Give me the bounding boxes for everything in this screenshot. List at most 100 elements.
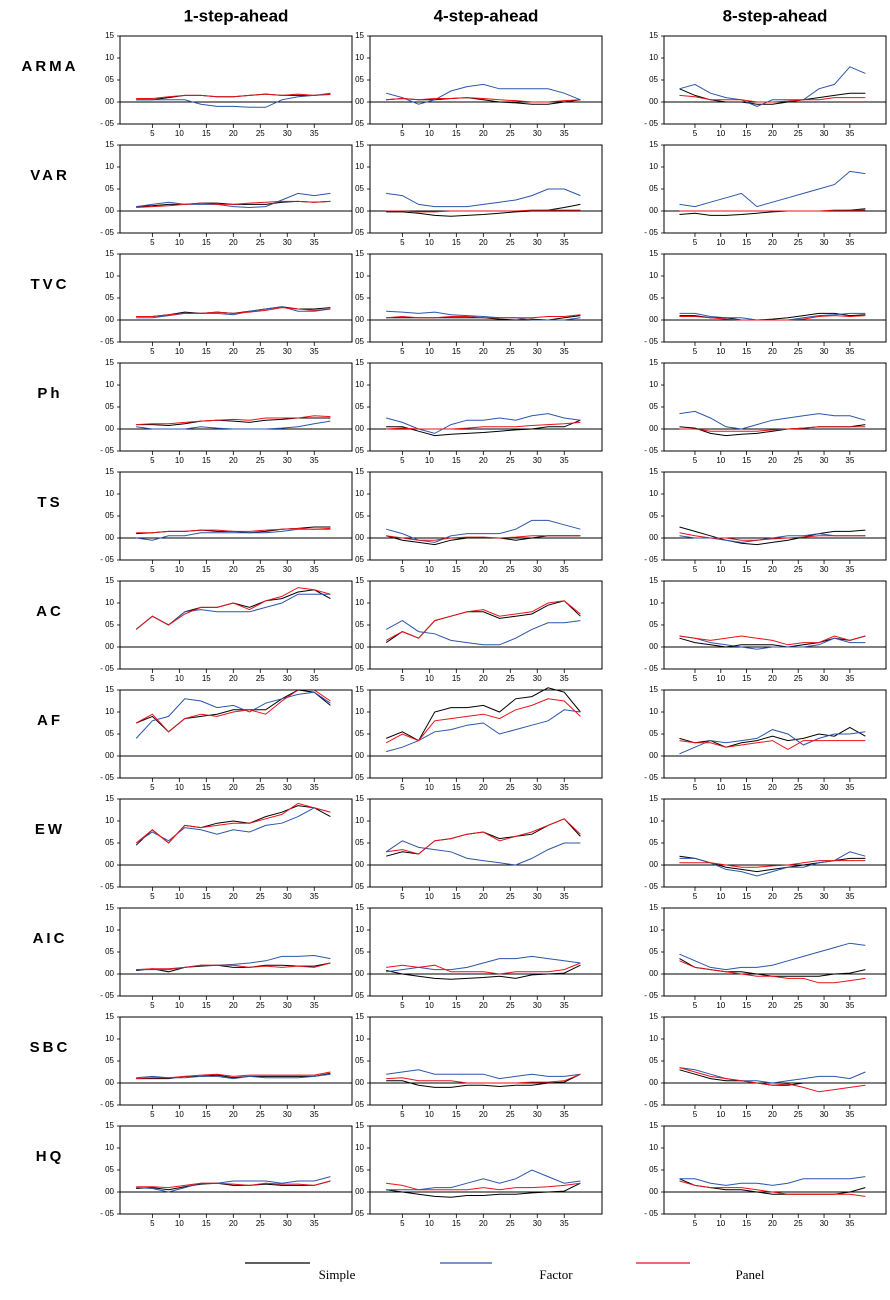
x-tick-label: 5 <box>150 129 155 138</box>
x-tick-label: 10 <box>425 347 434 356</box>
y-tick-label: - 05 <box>350 773 364 782</box>
x-tick-label: 10 <box>716 892 725 901</box>
panel: 15 10 05 00 - 05 5 10 15 20 25 30 35 <box>350 794 603 901</box>
series-line <box>136 415 331 426</box>
series-line <box>679 532 866 541</box>
y-tick-label: 05 <box>649 729 658 738</box>
y-tick-label: - 05 <box>100 555 114 564</box>
x-tick-label: 30 <box>533 565 542 574</box>
panel-frame <box>663 253 887 343</box>
series-line <box>679 942 866 971</box>
x-tick-label: 25 <box>256 347 265 356</box>
series-line <box>679 1067 866 1093</box>
y-tick-label: 05 <box>105 511 114 520</box>
x-tick-label: 30 <box>820 783 829 792</box>
x-tick-label: 20 <box>229 347 238 356</box>
series-line <box>386 1073 581 1084</box>
x-tick-label: 25 <box>506 347 515 356</box>
x-tick-label: 10 <box>716 783 725 792</box>
x-tick-label: 10 <box>425 1001 434 1010</box>
x-tick-label: 30 <box>283 1001 292 1010</box>
panel-frame <box>369 471 603 561</box>
x-tick-label: 25 <box>256 892 265 901</box>
series-line <box>679 315 866 321</box>
series-line <box>386 310 581 321</box>
series-line <box>386 519 581 543</box>
y-tick-label: 05 <box>649 1056 658 1065</box>
x-tick-label: 20 <box>768 238 777 247</box>
x-tick-label: 30 <box>533 347 542 356</box>
x-tick-label: 35 <box>845 129 854 138</box>
y-tick-label: 00 <box>355 315 364 324</box>
y-tick-label: - 05 <box>644 337 658 346</box>
y-tick-label: 15 <box>649 1012 658 1021</box>
series-line <box>679 960 866 984</box>
x-tick-label: 35 <box>560 783 569 792</box>
y-tick-label: 00 <box>105 969 114 978</box>
y-tick-label: 15 <box>355 576 364 585</box>
series-line <box>136 93 331 99</box>
panel-frame <box>119 580 353 670</box>
y-tick-label: 05 <box>355 838 364 847</box>
x-tick-label: 30 <box>533 783 542 792</box>
x-tick-label: 5 <box>400 347 405 356</box>
x-tick-label: 5 <box>400 892 405 901</box>
x-tick-label: 25 <box>794 1219 803 1228</box>
y-tick-label: 00 <box>649 860 658 869</box>
x-tick-label: 10 <box>716 1110 725 1119</box>
x-tick-label: 15 <box>742 238 751 247</box>
x-tick-label: 35 <box>560 456 569 465</box>
panel-frame <box>369 689 603 779</box>
series-line <box>135 802 331 844</box>
x-tick-label: 25 <box>506 783 515 792</box>
x-tick-label: 30 <box>820 565 829 574</box>
x-tick-label: 15 <box>202 1110 211 1119</box>
panel-frame <box>663 471 887 561</box>
row-label: SBC <box>30 1039 71 1056</box>
x-tick-label: 15 <box>452 129 461 138</box>
panel-frame <box>369 1016 603 1106</box>
series-line <box>679 1067 866 1084</box>
x-tick-label: 20 <box>479 129 488 138</box>
x-tick-label: 30 <box>283 1219 292 1228</box>
x-tick-label: 30 <box>283 129 292 138</box>
y-tick-label: - 05 <box>644 1209 658 1218</box>
y-tick-label: 10 <box>355 489 364 498</box>
x-tick-label: 15 <box>742 347 751 356</box>
y-tick-label: 15 <box>355 794 364 803</box>
panel: 15 10 05 00 - 05 5 10 15 20 25 30 35 <box>644 1012 887 1119</box>
x-tick-label: 5 <box>693 1001 698 1010</box>
column-title: 4-step-ahead <box>434 6 539 25</box>
row-label: Ph <box>37 385 62 402</box>
x-tick-label: 25 <box>506 129 515 138</box>
x-tick-label: 30 <box>820 892 829 901</box>
y-tick-label: - 05 <box>644 991 658 1000</box>
series-line <box>135 593 331 630</box>
x-tick-label: 20 <box>479 1001 488 1010</box>
y-tick-label: 10 <box>649 707 658 716</box>
x-tick-label: 5 <box>400 565 405 574</box>
series-line <box>136 420 331 430</box>
panel: 15 10 05 00 - 05 5 10 15 20 25 30 35 <box>644 31 887 138</box>
x-tick-label: 35 <box>560 1110 569 1119</box>
y-tick-label: - 05 <box>100 882 114 891</box>
y-tick-label: 05 <box>649 184 658 193</box>
x-tick-label: 30 <box>820 129 829 138</box>
x-tick-label: 35 <box>845 456 854 465</box>
panel-frame <box>119 798 353 888</box>
panel: 15 10 05 00 - 05 5 10 15 20 25 30 35 <box>644 903 887 1010</box>
panel-frame <box>119 144 353 234</box>
y-tick-label: - 05 <box>100 228 114 237</box>
x-tick-label: 20 <box>479 347 488 356</box>
series-line <box>679 740 866 750</box>
y-tick-label: 00 <box>355 1078 364 1087</box>
x-tick-label: 20 <box>479 456 488 465</box>
x-tick-label: 15 <box>452 783 461 792</box>
panel-frame <box>369 1125 603 1215</box>
x-tick-label: 25 <box>794 1001 803 1010</box>
x-tick-label: 25 <box>794 347 803 356</box>
x-tick-label: 20 <box>479 565 488 574</box>
x-tick-label: 10 <box>425 238 434 247</box>
panel: 15 10 05 00 - 05 5 10 15 20 25 30 35 <box>350 903 603 1010</box>
series-line <box>679 635 866 650</box>
